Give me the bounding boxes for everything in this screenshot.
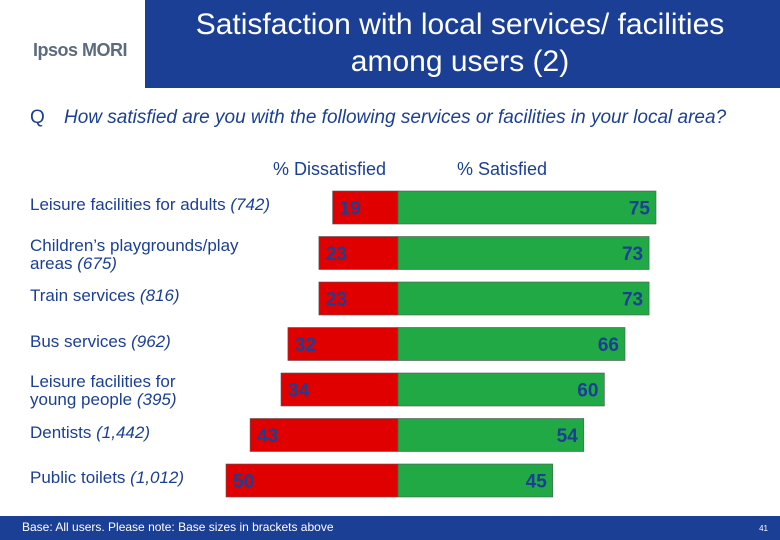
category-name: Public toilets	[30, 468, 131, 487]
label-dissatisfied: 23	[326, 244, 347, 265]
category-base: (962)	[131, 331, 171, 351]
bar-dissatisfied	[249, 418, 399, 452]
category-label: Dentists (1,442)	[30, 422, 151, 442]
category-name: Bus services	[30, 331, 132, 351]
label-satisfied: 66	[598, 335, 619, 356]
bar-dissatisfied	[280, 372, 399, 407]
label-dissatisfied: 34	[288, 381, 310, 402]
category-name: Dentists	[30, 422, 97, 442]
logo-panel: Ipsos MORI	[0, 0, 145, 88]
bar-satisfied	[397, 463, 554, 498]
bar-dissatisfied	[318, 281, 399, 316]
page-number: 41	[759, 524, 768, 533]
bar-satisfied	[397, 327, 626, 361]
label-satisfied: 73	[622, 244, 643, 265]
bar-satisfied	[397, 236, 650, 270]
category-name: Train services	[30, 286, 140, 305]
base-note: Base: All users. Please note: Base sizes…	[22, 520, 334, 534]
bar-satisfied	[397, 190, 657, 225]
label-satisfied: 73	[622, 290, 643, 311]
category-name: Children’s playgrounds/play areas	[30, 235, 239, 273]
label-satisfied: 75	[629, 199, 651, 220]
category-base: (1,012)	[130, 468, 185, 487]
label-dissatisfied: 19	[340, 199, 361, 220]
bar-satisfied	[397, 281, 650, 316]
question-marker: Q	[30, 107, 45, 128]
category-name: Leisure facilities for young people	[30, 372, 176, 409]
bar-satisfied	[397, 418, 585, 452]
category-label: Leisure facilities for adults (742)	[30, 196, 270, 214]
category-base: (675)	[77, 253, 117, 273]
category-base: (742)	[230, 195, 271, 214]
question-text: How satisfied are you with the following…	[64, 107, 727, 128]
footer-bar: Base: All users. Please note: Base sizes…	[0, 516, 780, 540]
bar-dissatisfied	[225, 463, 399, 498]
dissatisfied-header: % Dissatisfied	[273, 159, 387, 179]
bar-satisfied	[397, 372, 605, 407]
category-base: (816)	[139, 286, 180, 305]
bar-dissatisfied	[287, 327, 399, 361]
label-satisfied: 54	[557, 426, 579, 447]
label-satisfied: 60	[577, 381, 598, 402]
label-dissatisfied: 23	[326, 290, 347, 311]
category-base: (395)	[136, 390, 177, 409]
label-dissatisfied: 43	[257, 426, 278, 447]
category-name: Leisure facilities for adults	[30, 195, 231, 214]
category-label: Train services (816)	[30, 287, 180, 305]
category-label: Bus services (962)	[30, 331, 171, 351]
category-label: Children’s playgrounds/play areas (675)	[30, 235, 280, 273]
category-label: Public toilets (1,012)	[30, 469, 184, 487]
header-banner: Ipsos MORI Satisfaction with local servi…	[0, 0, 780, 88]
survey-question: Q How satisfied are you with the followi…	[30, 106, 750, 129]
category-label: Leisure facilities for young people (395…	[30, 373, 210, 409]
bar-dissatisfied	[318, 236, 399, 270]
label-dissatisfied: 50	[233, 472, 254, 493]
category-base: (1,442)	[96, 422, 151, 442]
slide-title: Satisfaction with local services/ facili…	[195, 8, 725, 78]
satisfied-header: % Satisfied	[457, 159, 548, 179]
ipsos-mori-logo: Ipsos MORI	[33, 40, 128, 60]
label-satisfied: 45	[526, 472, 548, 493]
label-dissatisfied: 32	[295, 335, 316, 356]
